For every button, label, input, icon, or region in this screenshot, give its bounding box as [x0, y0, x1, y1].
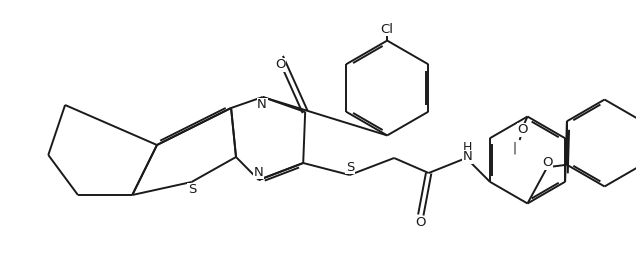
Text: Cl: Cl: [381, 23, 394, 36]
Text: N: N: [463, 150, 472, 163]
Text: O: O: [517, 123, 528, 136]
Text: S: S: [346, 161, 355, 174]
Text: O: O: [275, 58, 285, 71]
Text: |: |: [513, 141, 517, 154]
Text: N: N: [257, 98, 267, 111]
Text: N: N: [253, 166, 263, 179]
Text: S: S: [188, 183, 196, 196]
Text: H: H: [463, 141, 472, 154]
Text: O: O: [542, 156, 552, 169]
Text: O: O: [415, 216, 426, 229]
